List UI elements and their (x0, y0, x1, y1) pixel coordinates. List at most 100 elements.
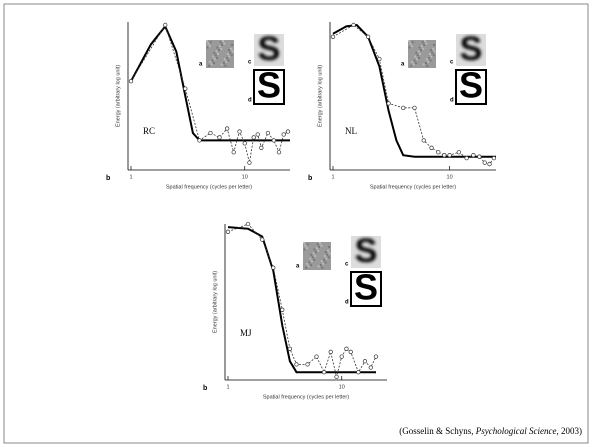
data-point (471, 153, 476, 158)
noise-speck (224, 64, 227, 67)
data-point (163, 22, 168, 28)
noise-speck (206, 40, 208, 42)
y-axis-label: Energy (arbitrary log unit) (317, 65, 323, 127)
data-point (368, 365, 373, 370)
data-point (183, 86, 188, 91)
citation-journal: Psychological Science (475, 426, 557, 436)
inset-label: c (450, 60, 454, 66)
data-point (386, 101, 391, 106)
noise-speck (307, 265, 310, 268)
letter: S (354, 267, 378, 308)
data-point (197, 138, 202, 143)
noise-speck (208, 64, 211, 67)
noise-speck (212, 62, 215, 65)
letter-image (253, 69, 285, 105)
noise-speck (426, 64, 429, 67)
noise-speck (319, 264, 322, 267)
noise-speck (324, 261, 327, 264)
noise-speck (328, 245, 331, 248)
y-axis-label: Energy (arbitrary log unit) (115, 65, 121, 127)
data-point (464, 156, 469, 161)
noise-speck (213, 51, 216, 54)
data-point (271, 138, 276, 143)
letter-image (350, 271, 382, 307)
noise-speck (303, 242, 305, 244)
noise-speck (412, 63, 415, 66)
data-point (356, 370, 361, 375)
data-point (456, 150, 461, 155)
filtered-letter: S (258, 30, 281, 68)
noise-speck (311, 256, 314, 259)
data-point (401, 105, 406, 110)
noise-speck (222, 62, 225, 65)
noise-speck (317, 249, 320, 252)
noise-speck (222, 40, 224, 42)
noise-speck (408, 40, 410, 42)
noise-speck (432, 54, 435, 57)
inset-label: a (199, 62, 203, 68)
observer-label: MJ (240, 328, 252, 338)
panel-label: b (203, 385, 207, 392)
filtered-image (254, 34, 284, 66)
data-point (259, 145, 264, 150)
data-point (128, 79, 134, 84)
noise-speck (220, 63, 223, 66)
noise-speck (415, 58, 418, 61)
x-axis-label: Spatial frequency (cycles per letter) (370, 184, 456, 190)
panel: 1 10 Spatial frequency (cycles per letter)… (106, 22, 291, 190)
citation-year: , 2003) (557, 426, 583, 436)
noise-speck (207, 42, 210, 45)
noise-speck (429, 59, 432, 62)
noise-speck (227, 49, 230, 52)
noise-speck (422, 63, 425, 66)
noise-speck (327, 249, 330, 252)
inset-label: d (248, 98, 252, 104)
noise-speck (319, 242, 321, 244)
noise-speck (318, 245, 321, 248)
x-tick-label: 1 (226, 384, 229, 390)
data-point (231, 150, 236, 155)
noise-speck (315, 247, 318, 250)
noise-speck (410, 64, 413, 67)
data-point (321, 370, 327, 375)
data-point (285, 129, 291, 134)
noise-speck (219, 41, 222, 44)
x-tick-label: 10 (242, 174, 248, 180)
noise-speck (420, 45, 423, 48)
noise-speck (223, 58, 226, 61)
noise-speck (313, 248, 316, 251)
data-point (260, 237, 265, 242)
data-point (351, 22, 356, 28)
x-tick-label: 1 (129, 174, 132, 180)
x-axis-label: Spatial frequency (cycles per letter) (263, 394, 349, 400)
noise-speck (209, 41, 212, 44)
noise-image (303, 242, 331, 270)
panel: 1 10 Spatial frequency (cycles per letter)… (203, 221, 387, 400)
noise-speck (303, 248, 306, 251)
noise-speck (217, 53, 219, 55)
data-point (348, 349, 353, 355)
noise-speck (227, 53, 229, 55)
noise-speck (314, 251, 317, 254)
noise-speck (411, 60, 414, 63)
noise-speck (220, 47, 223, 50)
citation-authors: (Gosselin & Schyns, (399, 426, 476, 436)
noise-speck (209, 60, 212, 63)
noise-speck (305, 247, 308, 250)
noise-speck (322, 262, 325, 265)
noise-speck (411, 41, 414, 44)
data-point (328, 349, 333, 355)
data-point (421, 138, 426, 143)
noise-speck (417, 50, 420, 53)
noise-speck (415, 51, 418, 54)
data-point (429, 145, 434, 150)
noise-speck (305, 266, 308, 269)
slide-frame (3, 3, 589, 444)
data-point (447, 153, 452, 158)
noise-speck (429, 53, 431, 55)
noise-speck (228, 55, 231, 58)
citation: (Gosselin & Schyns, Psychological Scienc… (399, 426, 582, 436)
noise-speck (425, 42, 428, 45)
noise-speck (326, 253, 329, 256)
noise-speck (320, 244, 323, 247)
